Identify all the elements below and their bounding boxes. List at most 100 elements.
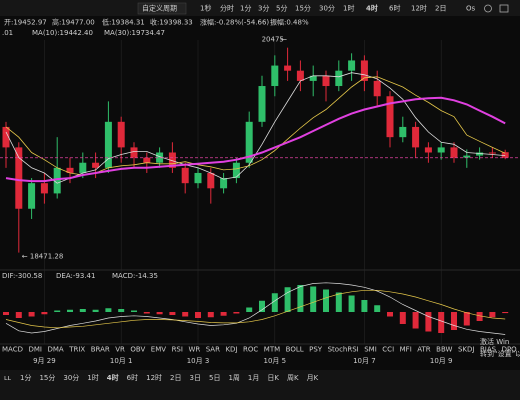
dif-line: [5, 282, 506, 335]
indicator-tab[interactable]: SMI: [364, 346, 377, 354]
bottom-tab[interactable]: 30分: [63, 373, 79, 382]
bottom-tab[interactable]: 1时: [87, 373, 98, 382]
ma-line: [5, 96, 506, 183]
interval-tab[interactable]: 30分: [319, 4, 335, 13]
macd-legend: MACD:-14.35: [112, 272, 158, 280]
indicator-tab[interactable]: TRIX: [68, 346, 85, 354]
indicator-tab[interactable]: SAR: [206, 346, 220, 354]
interval-tab[interactable]: 1分: [240, 4, 251, 13]
macd-bar: [79, 309, 86, 312]
high-annotation: 20475: [262, 36, 284, 44]
candle-body: [488, 152, 496, 154]
indicator-tab[interactable]: EMV: [151, 346, 166, 354]
candle-body: [28, 183, 36, 209]
interval-tab[interactable]: 6时: [389, 4, 400, 13]
candle-body: [181, 167, 189, 184]
candle-body: [143, 157, 151, 163]
bottom-tab[interactable]: 5日: [209, 374, 220, 382]
macd-bar: [387, 312, 393, 317]
period-label[interactable]: 自定义周期: [142, 4, 177, 13]
indicator-tab[interactable]: WR: [188, 346, 200, 354]
bottom-tab[interactable]: 4时: [107, 373, 119, 382]
interval-tab[interactable]: 1时: [343, 4, 354, 13]
interval-tab[interactable]: 分时: [220, 4, 234, 13]
bottom-tab[interactable]: 1月: [248, 374, 259, 382]
macd-bar: [156, 312, 163, 315]
quote-field: 涨幅:-0.28%(-54.66): [200, 18, 269, 27]
period-dropdown[interactable]: [137, 2, 187, 15]
interval-tab[interactable]: 15分: [295, 4, 311, 13]
candle-body: [117, 121, 125, 148]
icon[interactable]: [484, 4, 492, 13]
indicator-tab[interactable]: VR: [115, 346, 125, 354]
indicator-tab[interactable]: DPO: [502, 346, 518, 354]
macd-bar: [374, 305, 381, 312]
bottom-tab[interactable]: 3日: [190, 374, 201, 382]
bottom-tab[interactable]: 月K: [307, 374, 319, 382]
macd-bar: [502, 312, 509, 314]
ma-legend: MA(10):19442.40: [32, 29, 93, 37]
indicator-tab[interactable]: KDJ: [225, 346, 237, 354]
macd-bar: [233, 312, 240, 314]
macd-bar: [207, 312, 214, 318]
indicator-tab[interactable]: ATR: [417, 346, 431, 354]
ma-legend: .01: [2, 29, 13, 37]
macd-legend: DIF:-300.58: [2, 272, 42, 280]
indicator-tab[interactable]: ROC: [243, 346, 258, 354]
macd-bar: [220, 312, 227, 316]
bottom-tab[interactable]: 1分: [20, 373, 31, 382]
toolbar-extra[interactable]: Os: [466, 5, 476, 13]
macd-bar: [399, 312, 406, 324]
interval-tab[interactable]: 12时: [411, 4, 427, 13]
indicator-tab[interactable]: MTM: [264, 346, 280, 354]
macd-bar: [182, 312, 189, 317]
macd-bar: [41, 312, 48, 315]
indicator-tab[interactable]: SKDJ: [458, 346, 475, 354]
macd-bar: [259, 300, 265, 312]
interval-tab[interactable]: 3分: [258, 4, 269, 13]
indicator-tab[interactable]: StochRSI: [328, 346, 359, 354]
bottom-tab[interactable]: 周K: [287, 374, 299, 382]
bottom-tab[interactable]: 2日: [170, 374, 181, 382]
macd-bar: [169, 312, 176, 315]
candle-body: [412, 126, 420, 148]
indicator-tab[interactable]: CCI: [382, 346, 394, 354]
watermark: 激活 Win: [480, 337, 509, 346]
macd-bar: [15, 312, 22, 318]
indicator-tab[interactable]: OBV: [130, 346, 145, 354]
indicator-tab[interactable]: BOLL: [286, 346, 304, 354]
bottom-tab[interactable]: 1周: [228, 374, 239, 382]
candle-body: [335, 70, 343, 87]
indicator-tab[interactable]: BRAR: [91, 346, 110, 354]
indicator-tab[interactable]: DMA: [47, 346, 63, 354]
interval-tab[interactable]: 1秒: [200, 4, 211, 13]
candle-body: [245, 121, 253, 163]
indicator-tab[interactable]: MFI: [400, 346, 412, 354]
indicator-tab[interactable]: RSI: [172, 346, 183, 354]
macd-bar: [361, 300, 368, 312]
candle-body: [296, 70, 304, 81]
interval-tab[interactable]: 2日: [435, 5, 446, 13]
bottom-tab[interactable]: 15分: [39, 373, 55, 382]
date-label: 10月 1: [110, 357, 133, 365]
interval-tab[interactable]: 4时: [366, 4, 378, 13]
indicator-tab[interactable]: BIAS: [480, 346, 497, 354]
indicator-tab[interactable]: MACD: [2, 346, 23, 354]
bottom-tab[interactable]: 日K: [267, 374, 279, 382]
candle-body: [386, 96, 394, 138]
interval-tab[interactable]: 5分: [276, 4, 287, 13]
indicator-tab[interactable]: PSY: [309, 346, 323, 354]
candle-body: [373, 80, 381, 97]
candle-body: [168, 152, 176, 168]
indicator-tab[interactable]: BBW: [436, 346, 452, 354]
macd-bar: [335, 292, 342, 312]
candle-body: [284, 65, 292, 71]
bottom-tab[interactable]: 6时: [127, 373, 138, 382]
icon[interactable]: [499, 4, 509, 13]
bottom-tab[interactable]: 12时: [146, 373, 162, 382]
date-label: 9月 29: [33, 357, 56, 365]
candle-body: [424, 147, 432, 153]
macd-bar: [143, 312, 150, 314]
indicator-tab[interactable]: DMI: [28, 346, 42, 354]
